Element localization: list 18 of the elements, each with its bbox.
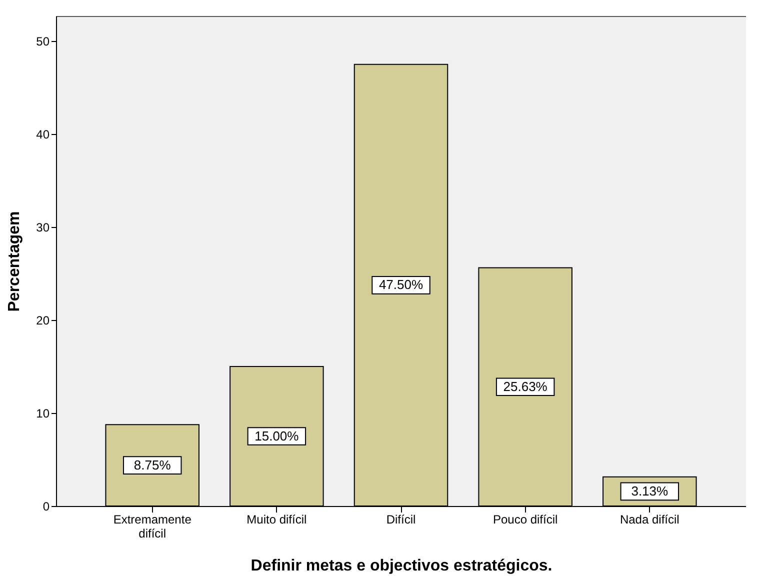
y-tick-label: 10 <box>36 406 50 421</box>
x-tick-label: Difícil <box>386 512 416 526</box>
x-tick-label: Muito difícil <box>246 512 307 526</box>
y-tick-label: 50 <box>36 34 50 49</box>
y-tick-label: 20 <box>36 314 50 328</box>
x-tick-label: Pouco difícil <box>492 512 558 526</box>
data-label: 47.50% <box>378 277 424 292</box>
x-tick-label: Extremamente difícil <box>113 512 192 540</box>
data-label: 8.75% <box>134 457 172 472</box>
data-label: 3.13% <box>631 483 669 498</box>
data-label: 15.00% <box>254 428 300 444</box>
x-tick-label: Nada difícil <box>620 512 680 526</box>
y-axis-title: Percentagem <box>6 211 24 312</box>
x-axis-title: Definir metas e objectivos estratégicos. <box>250 558 552 574</box>
y-tick-label: 0 <box>42 500 50 514</box>
y-tick-label: 30 <box>36 220 50 235</box>
y-tick-label: 40 <box>36 128 50 142</box>
data-label: 25.63% <box>503 378 548 394</box>
